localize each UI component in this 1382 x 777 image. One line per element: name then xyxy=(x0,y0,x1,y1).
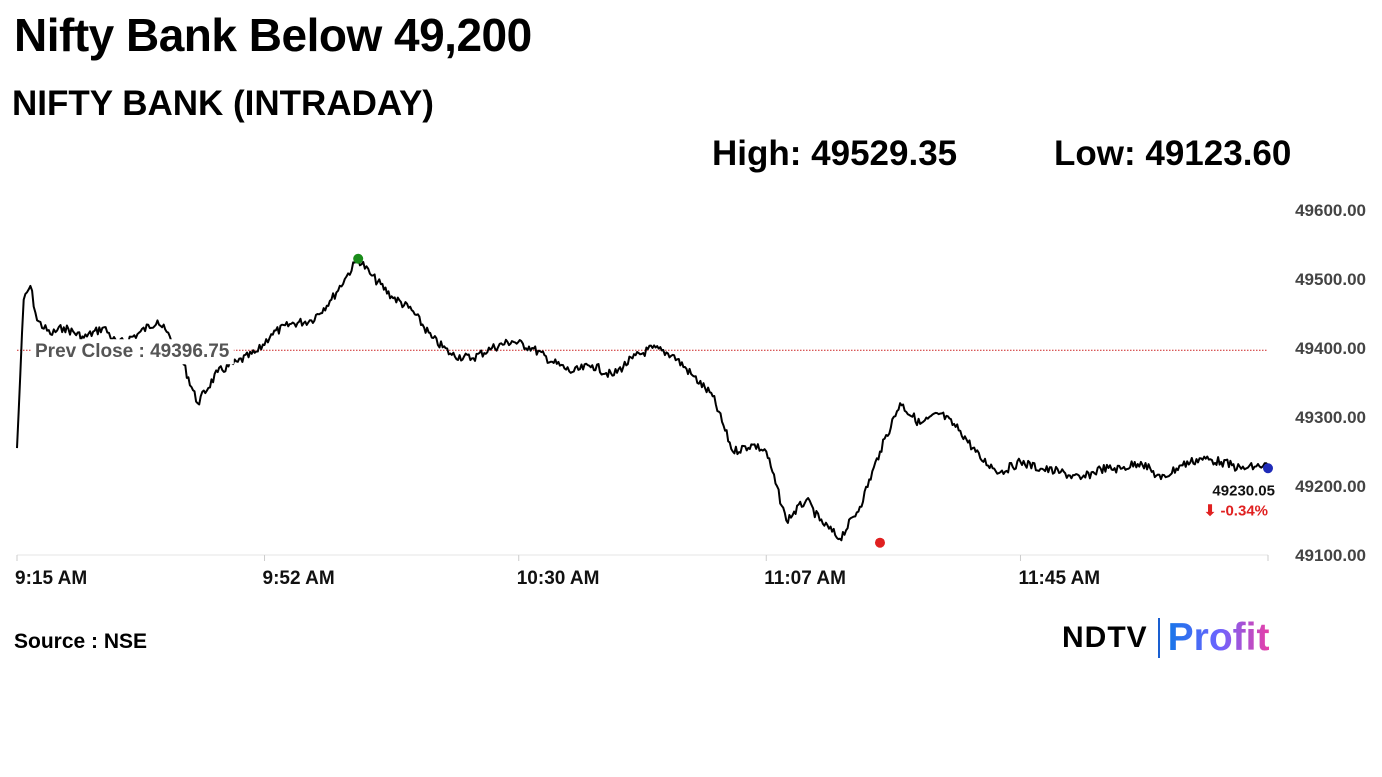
intraday-line-chart: 49600.00 49500.00 49400.00 49300.00 49200.00… xyxy=(15,201,1366,589)
y-tick-label: 49400.00 xyxy=(1295,339,1366,358)
last-price-label: 49230.05 xyxy=(1212,482,1275,499)
y-tick-label: 49200.00 xyxy=(1295,477,1366,496)
ndtv-profit-logo: NDTV Profit xyxy=(1062,616,1270,660)
chart-title: NIFTY BANK (INTRADAY) xyxy=(12,84,434,123)
x-tick-label: 11:45 AM xyxy=(1018,568,1100,589)
headline: Nifty Bank Below 49,200 xyxy=(14,9,532,61)
source-note: Source : NSE xyxy=(14,630,148,653)
change-percent-label: ⬇ -0.34% xyxy=(1204,502,1268,519)
prev-close-label: Prev Close : 49396.75 xyxy=(35,341,230,362)
high-stat: High: 49529.35 xyxy=(712,134,957,174)
high-marker xyxy=(353,253,364,264)
y-tick-label: 49500.00 xyxy=(1295,270,1366,289)
logo-divider xyxy=(1157,618,1160,658)
x-tick-label: 11:07 AM xyxy=(764,568,846,589)
prev-close-label-bg xyxy=(31,339,234,365)
price-series-line xyxy=(16,257,1269,542)
last-price-marker xyxy=(1263,463,1273,474)
logo-ndtv-text: NDTV xyxy=(1062,621,1148,654)
x-tick-label: 10:30 AM xyxy=(517,568,600,589)
y-tick-label: 49600.00 xyxy=(1295,201,1366,220)
low-label: Low: xyxy=(1054,134,1136,173)
high-label: High: xyxy=(712,134,802,173)
low-marker xyxy=(874,537,885,548)
y-tick-label: 49300.00 xyxy=(1295,408,1366,427)
logo-profit-text: Profit xyxy=(1167,616,1270,659)
low-value: 49123.60 xyxy=(1145,134,1292,173)
x-tick-label: 9:15 AM xyxy=(15,568,87,589)
y-tick-label: 49100.00 xyxy=(1295,546,1366,565)
low-stat: Low: 49123.60 xyxy=(1054,134,1291,174)
high-value: 49529.35 xyxy=(811,134,958,173)
x-tick-label: 9:52 AM xyxy=(263,568,335,589)
